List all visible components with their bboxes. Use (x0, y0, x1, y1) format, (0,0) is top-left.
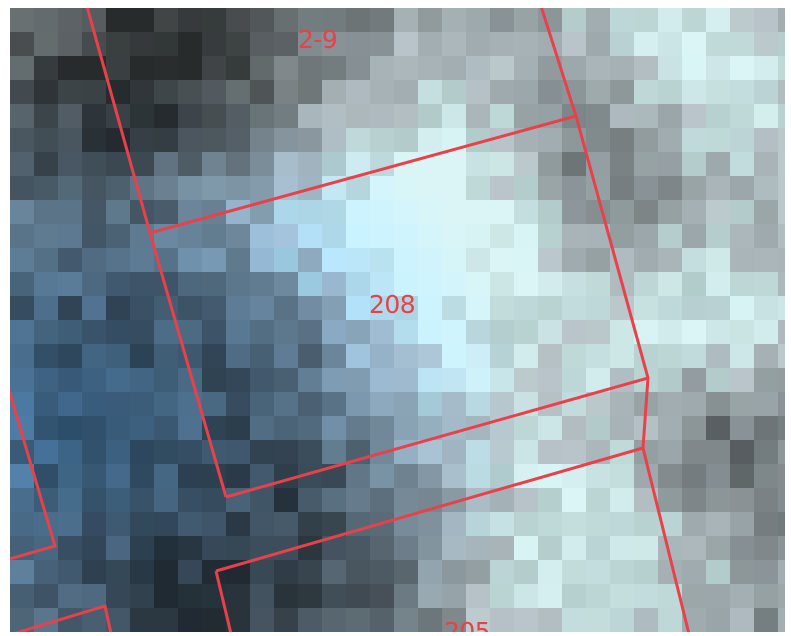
parcel-boundary-205-north (215, 446, 644, 573)
parcel-boundary-west (85, 8, 228, 498)
cadastral-map[interactable]: 2-9 208 205 (10, 8, 785, 632)
parcel-boundary-left-parcel (10, 388, 57, 561)
parcel-label-top[interactable]: 2-9 (298, 25, 338, 54)
parcel-boundary-208-north (149, 114, 577, 235)
parcel-boundary-bottom-left (14, 604, 113, 632)
parcel-boundary-205-west (214, 570, 233, 632)
parcel-boundary-east (540, 8, 691, 632)
parcel-boundary-208-south (225, 376, 649, 499)
satellite-imagery (10, 8, 785, 632)
parcel-overlay: 2-9 208 205 (10, 8, 691, 632)
parcel-label-205[interactable]: 205 (444, 617, 491, 632)
parcel-label-208[interactable]: 208 (369, 290, 416, 319)
